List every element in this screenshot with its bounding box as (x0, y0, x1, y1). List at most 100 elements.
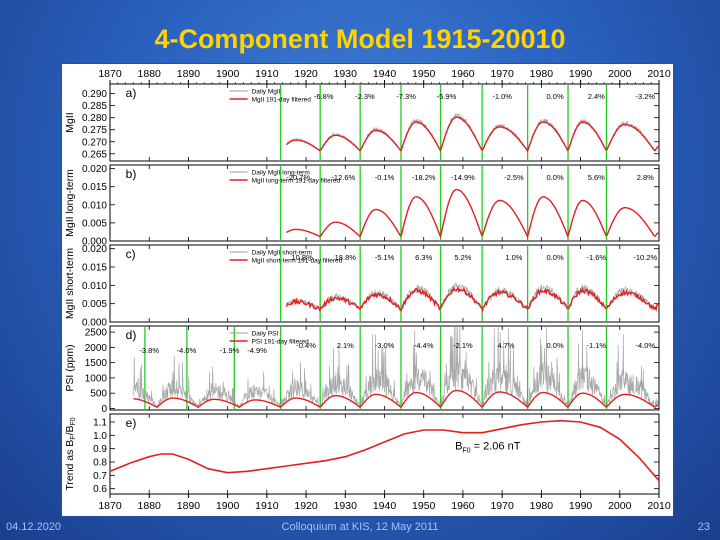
panel-label: d) (126, 328, 137, 342)
percent-label: -2.5% (504, 173, 524, 182)
trend-annotation: BF0 = 2.06 nT (455, 440, 521, 454)
y-tick-label: 0.000 (82, 237, 107, 248)
y-tick-label: 0 (101, 404, 107, 415)
y-axis-label: PSI (ppm) (64, 344, 76, 391)
bottom-axis-tick-label: 1940 (373, 500, 397, 512)
legend-label-daily: Daily MgII (252, 89, 281, 96)
legend-label-filtered: PSI 191-day filtered (252, 339, 309, 346)
bottom-axis-tick-label: 1900 (216, 500, 240, 512)
y-axis-label: MgII (64, 112, 76, 132)
percent-label: -4.0% (177, 346, 197, 355)
bottom-axis-tick-label: 1980 (530, 500, 554, 512)
percent-label: -7.3% (396, 92, 416, 101)
y-tick-label: 0.9 (93, 444, 107, 455)
y-tick-label: 0.000 (82, 318, 107, 329)
percent-label: 0.0% (547, 92, 564, 101)
percent-label: -6.8% (314, 92, 334, 101)
percent-label: 5.2% (454, 253, 471, 262)
y-tick-label: 0.010 (82, 281, 107, 292)
trend-curve (109, 419, 660, 482)
percent-label: 0.0% (547, 253, 564, 262)
footer-date: 04.12.2020 (6, 521, 62, 533)
bottom-axis-tick-label: 1890 (177, 500, 201, 512)
panel-e: 1.1 1.0 0.9 0.8 0.7 0.6 Trend as BF/BF0 e) BF0 =… (64, 413, 660, 495)
percent-label: -1.9% (220, 346, 240, 355)
multi-panel-chart: 1870 1880 1890 1900 1910 1920 1930 1940 1950 1960… (64, 68, 671, 512)
percent-label: 2.4% (588, 92, 605, 101)
percent-label: -1.0% (492, 92, 512, 101)
top-axis-tick-label: 1880 (138, 68, 162, 80)
y-tick-label: 0.015 (82, 182, 107, 193)
top-axis-tick-label: 1960 (451, 68, 475, 80)
percent-label: 2.8% (637, 173, 654, 182)
panel-c: 0.020 0.015 0.010 0.005 0.000 MgII short-term… (64, 244, 660, 329)
bottom-axis-tick-label: 1960 (451, 500, 475, 512)
top-axis-tick-label: 1990 (569, 68, 593, 80)
percent-label: 18.8% (335, 253, 357, 262)
y-tick-label: 0.020 (82, 164, 107, 175)
percent-label: -0.1% (375, 173, 395, 182)
percent-label: 4.7% (498, 341, 515, 350)
daily-series-line (133, 325, 659, 409)
percent-label: -1.1% (586, 341, 606, 350)
filtered-series-line (285, 286, 659, 313)
panel-label: a) (126, 86, 137, 100)
y-tick-label: 0.005 (82, 299, 107, 310)
percent-label: 0.0% (547, 341, 564, 350)
legend-label-daily: Daily PSI (252, 331, 279, 338)
panel-label: e) (126, 416, 137, 430)
y-tick-label: 2500 (85, 328, 108, 339)
footer-event: Colloquium at KIS, 12 May 2011 (281, 521, 439, 533)
y-tick-label: 1500 (85, 358, 108, 369)
bottom-axis-tick-label: 1920 (294, 500, 318, 512)
percent-label: -4.4% (414, 341, 434, 350)
percent-label: -20.7% (286, 173, 310, 182)
chart-panel: 1870 1880 1890 1900 1910 1920 1930 1940 1950 1960… (62, 64, 673, 516)
y-tick-label: 0.285 (82, 101, 107, 112)
y-tick-label: 1.1 (93, 418, 107, 429)
bottom-axis-tick-label: 1950 (412, 500, 436, 512)
percent-label: 5.6% (588, 173, 605, 182)
percent-label: -12.6% (331, 173, 355, 182)
top-axis-tick-label: 1870 (98, 68, 122, 80)
y-tick-label: 0.005 (82, 218, 107, 229)
percent-label: -1.6% (586, 253, 606, 262)
panel-label: c) (126, 247, 136, 261)
y-tick-label: 500 (90, 389, 107, 400)
top-axis-tick-label: 1900 (216, 68, 240, 80)
percent-label: -4.0% (635, 341, 655, 350)
y-tick-label: 1.0 (93, 431, 107, 442)
bottom-axis-tick-label: 1930 (334, 500, 358, 512)
y-axis-label: MgII short-term (64, 248, 76, 319)
bottom-axis-tick-label: 1880 (138, 500, 162, 512)
filtered-series-line (286, 188, 659, 239)
y-tick-label: 0.275 (82, 125, 107, 136)
percent-label: -2.1% (453, 341, 473, 350)
top-axis-tick-label: 2010 (647, 68, 671, 80)
y-tick-label: 0.270 (82, 137, 107, 148)
legend-label-daily: Daily MgII short-term (252, 250, 312, 257)
percent-label: -2.3% (355, 92, 375, 101)
footer-page-number: 23 (697, 521, 710, 533)
top-axis-tick-label: 1980 (530, 68, 554, 80)
percent-label: 1.0% (505, 253, 522, 262)
slide-title: 4-Component Model 1915-20010 (154, 24, 566, 54)
percent-label: -3.0% (375, 341, 395, 350)
percent-label: -5.1% (375, 253, 395, 262)
top-axis-tick-label: 1930 (334, 68, 358, 80)
percent-label: -3.2% (635, 92, 655, 101)
legend-label-filtered: MgII long-term 191-day filtered (252, 178, 341, 185)
filtered-series-line (286, 116, 659, 153)
top-axis-tick-label: 1910 (255, 68, 279, 80)
panel-d: 2500 2000 1500 1000 500 0 PSI (ppm) d) Daily PSI… (64, 325, 660, 415)
panel-frame (109, 413, 660, 495)
bottom-axis-tick-label: 1910 (255, 500, 279, 512)
legend-label-filtered: MgII 191-day filtered (252, 97, 312, 104)
top-axis-tick-label: 1890 (177, 68, 201, 80)
percent-label: -3.8% (139, 346, 159, 355)
bottom-axis-tick-label: 1870 (98, 500, 122, 512)
percent-label: 2.1% (337, 341, 354, 350)
y-tick-label: 1000 (85, 373, 108, 384)
percent-label: -18.2% (412, 173, 436, 182)
